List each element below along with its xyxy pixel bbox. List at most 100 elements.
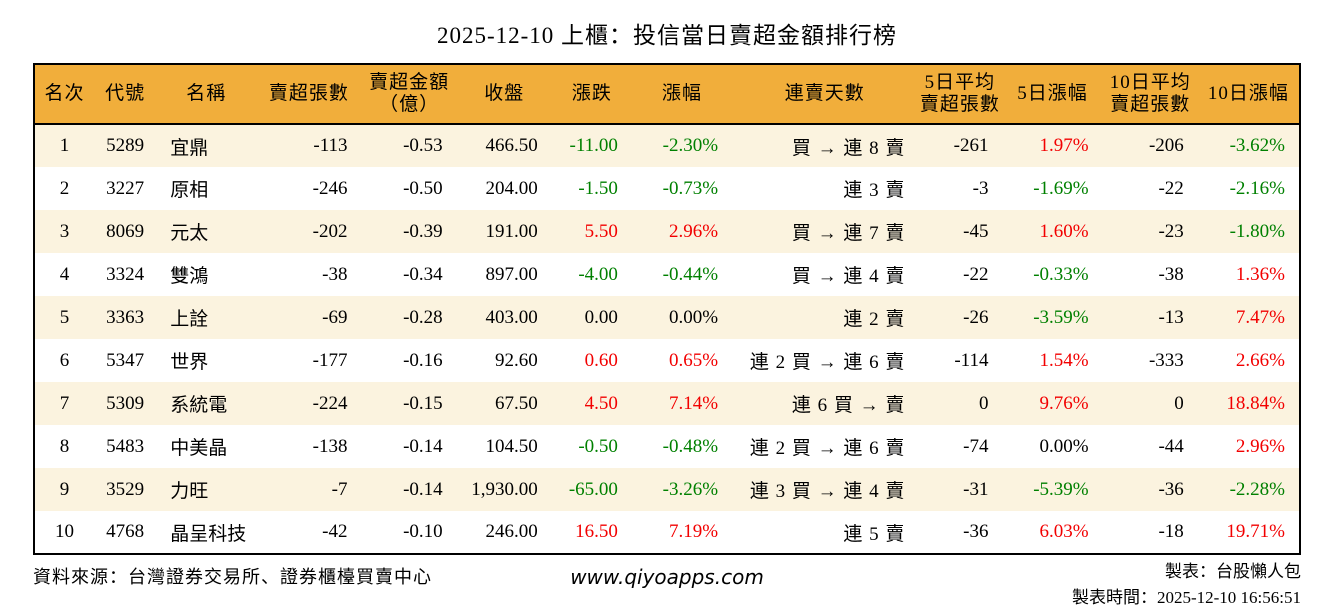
cell-code: 3529 [106, 478, 145, 500]
cell-sell-lots: -246 [312, 177, 348, 199]
cell-change-pct: -0.44% [662, 263, 719, 285]
cell-change: -65.00 [568, 478, 618, 500]
cell-pct10: 1.36% [1235, 263, 1285, 285]
cell-rank: 10 [55, 521, 75, 542]
table-row: 10 4768 晶呈科技 -42 -0.10 246.00 16.50 7.19% 連 5 賣 -… [34, 511, 1300, 554]
cell-pct10: -3.62% [1229, 135, 1285, 156]
cell-streak: 買 → 連 7 賣 [791, 223, 906, 244]
cell-name: 系統電 [170, 395, 228, 416]
cell-name: 世界 [170, 352, 209, 373]
cell-change: 5.50 [584, 220, 618, 242]
column-header-close: 收盤 [456, 64, 552, 125]
cell-rank: 7 [59, 392, 70, 414]
data-source-note: 資料來源：台灣證券交易所、證券櫃檯買賣中心 [33, 567, 432, 587]
cell-pct10: 2.66% [1235, 349, 1285, 371]
cell-code: 5483 [106, 435, 145, 457]
column-header-code: 代號 [94, 64, 157, 125]
cell-close: 466.50 [485, 135, 538, 156]
cell-streak: 買 → 連 8 賣 [791, 137, 906, 159]
cell-close: 104.50 [485, 435, 538, 457]
cell-pct10: 19.71% [1226, 521, 1285, 542]
cell-pct10: 2.96% [1235, 435, 1285, 457]
table-row: 9 3529 力旺 -7 -0.14 1,930.00 -65.00 -3.26% 連 3 買 … [34, 468, 1300, 511]
cell-pct10: -1.80% [1229, 220, 1285, 242]
column-header-avg5: 5日平均 賣超張數 [917, 64, 1003, 125]
cell-avg10: -23 [1158, 220, 1184, 242]
cell-code: 4768 [106, 521, 145, 542]
cell-streak: 連 2 買 → 連 6 賣 [749, 352, 906, 373]
cell-rank: 6 [59, 349, 70, 371]
footer: 資料來源：台灣證券交易所、證券櫃檯買賣中心 www.qiyoapps.com 製… [33, 559, 1301, 612]
column-header-avg10: 10日平均 賣超張數 [1102, 64, 1198, 125]
cell-name: 元太 [170, 223, 209, 244]
cell-name: 晶呈科技 [170, 523, 247, 545]
cell-code: 5347 [106, 349, 145, 371]
cell-avg10: -333 [1148, 349, 1184, 371]
cell-avg5: -3 [972, 177, 989, 199]
cell-change-pct: 0.65% [668, 349, 719, 371]
cell-avg5: -36 [963, 521, 989, 542]
cell-pct10: -2.16% [1229, 177, 1285, 199]
cell-sell-amount: -0.53 [403, 135, 443, 156]
cell-sell-amount: -0.10 [403, 521, 443, 542]
cell-change: -0.50 [578, 435, 618, 457]
cell-rank: 4 [59, 263, 70, 285]
cell-close: 191.00 [485, 220, 538, 242]
credits-block: 製表：台股懶人包 製表時間：2025-12-10 16:56:51 [1072, 559, 1301, 612]
cell-avg5: -74 [963, 435, 989, 457]
cell-rank: 8 [59, 435, 70, 457]
cell-change: 0.00 [584, 306, 618, 328]
generated-time-label: 製表時間：2025-12-10 16:56:51 [1071, 588, 1301, 608]
column-header-change-pct: 漲幅 [631, 64, 733, 125]
cell-code: 3324 [106, 263, 145, 285]
cell-pct5: 0.00% [1039, 435, 1089, 457]
cell-code: 5289 [106, 135, 145, 156]
cell-sell-lots: -138 [312, 435, 348, 457]
cell-rank: 2 [59, 177, 70, 199]
cell-avg10: -36 [1158, 478, 1184, 500]
cell-streak: 連 2 賣 [843, 309, 906, 330]
cell-close: 1,930.00 [471, 478, 538, 500]
cell-avg5: -22 [963, 263, 989, 285]
table-row: 8 5483 中美晶 -138 -0.14 104.50 -0.50 -0.48% 連 2 買 … [34, 425, 1300, 468]
cell-sell-lots: -69 [322, 306, 348, 328]
cell-name: 宜鼎 [170, 137, 209, 159]
cell-change: -1.50 [578, 177, 618, 199]
cell-change-pct: -2.30% [662, 135, 719, 156]
cell-change: -4.00 [578, 263, 618, 285]
cell-avg5: -261 [953, 135, 989, 156]
cell-pct10: 7.47% [1235, 306, 1285, 328]
column-header-sell-amount: 賣超金額 （億） [361, 64, 457, 125]
cell-pct5: 1.54% [1039, 349, 1089, 371]
cell-change-pct: -3.26% [662, 478, 719, 500]
column-header-sell-lots: 賣超張數 [256, 64, 362, 125]
cell-sell-lots: -113 [313, 135, 348, 156]
cell-pct5: -1.69% [1033, 177, 1089, 199]
cell-sell-amount: -0.50 [403, 177, 443, 199]
cell-avg10: -38 [1158, 263, 1184, 285]
cell-avg5: -26 [963, 306, 989, 328]
cell-sell-amount: -0.14 [403, 435, 443, 457]
column-header-pct5: 5日漲幅 [1002, 64, 1103, 125]
cell-sell-amount: -0.39 [403, 220, 443, 242]
cell-sell-amount: -0.14 [403, 478, 443, 500]
cell-pct5: 1.60% [1039, 220, 1089, 242]
cell-rank: 3 [59, 220, 70, 242]
cell-avg5: -45 [963, 220, 989, 242]
cell-pct5: 6.03% [1039, 521, 1089, 542]
cell-streak: 買 → 連 4 賣 [791, 266, 906, 287]
table-header-row: 名次 代號 名稱 賣超張數 賣超金額 （億） 收盤 漲跌 漲幅 連賣天數 5日平… [34, 64, 1300, 125]
cell-change: 4.50 [584, 392, 618, 414]
table-row: 3 8069 元太 -202 -0.39 191.00 5.50 2.96% 買 → 連 7 賣… [34, 210, 1300, 253]
cell-change-pct: 7.19% [668, 521, 719, 542]
cell-sell-amount: -0.15 [403, 392, 443, 414]
cell-code: 5309 [106, 392, 145, 414]
cell-sell-lots: -7 [331, 478, 348, 500]
cell-rank: 5 [59, 306, 70, 328]
cell-sell-lots: -38 [322, 263, 348, 285]
cell-pct5: 1.97% [1039, 135, 1089, 156]
cell-close: 67.50 [495, 392, 538, 414]
cell-streak: 連 2 買 → 連 6 賣 [749, 438, 906, 459]
page-title: 2025-12-10 上櫃：投信當日賣超金額排行榜 [436, 23, 898, 48]
